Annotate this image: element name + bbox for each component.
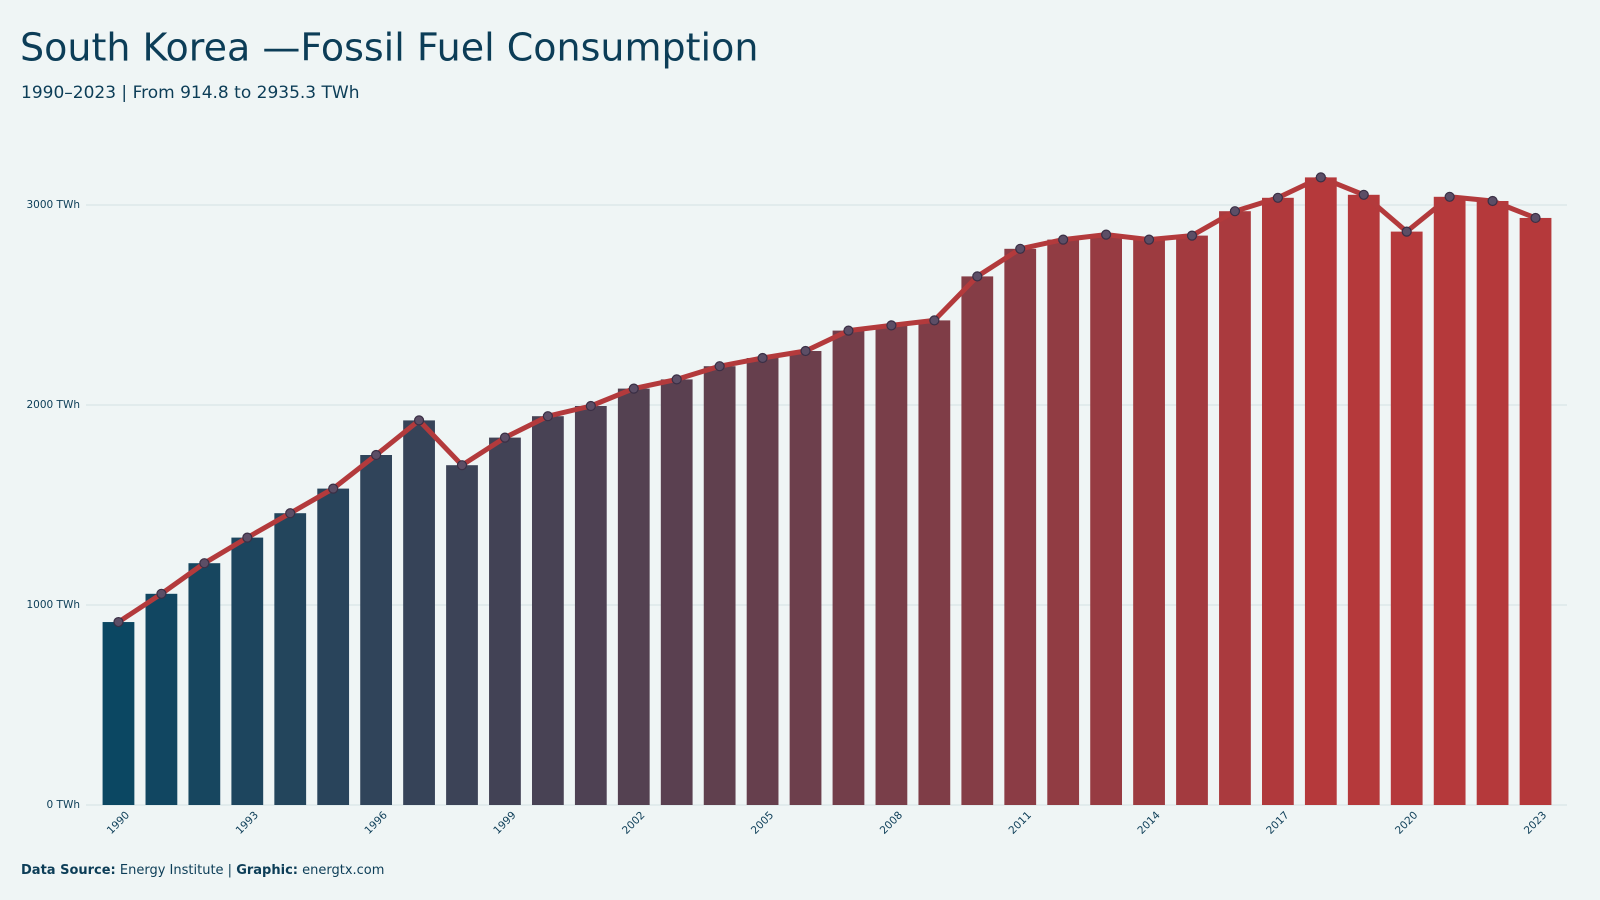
x-tick-label: 2017 — [1264, 809, 1291, 836]
bar — [1519, 217, 1552, 805]
bar — [1304, 177, 1337, 805]
x-tick-label: 2011 — [1007, 809, 1034, 836]
bar — [961, 276, 994, 805]
line-marker — [1487, 195, 1498, 207]
line-marker — [1186, 230, 1198, 241]
y-tick-label: 1000 TWh — [26, 599, 80, 611]
line-marker — [113, 616, 124, 628]
bar — [531, 416, 564, 805]
footer: Data Source: Energy Institute | Graphic:… — [21, 863, 384, 878]
line-marker — [456, 460, 468, 471]
x-tick-label: 1990 — [105, 809, 132, 836]
bar — [1047, 239, 1080, 806]
source: Energy Institute | — [120, 863, 232, 878]
bar — [875, 325, 908, 805]
line-marker — [242, 532, 253, 543]
bar — [1261, 197, 1294, 806]
y-tick-label: 0 TWh — [47, 799, 80, 811]
line-marker — [972, 271, 983, 282]
bar — [403, 420, 435, 805]
bar — [1219, 211, 1251, 805]
bar — [188, 563, 221, 805]
bar — [1390, 231, 1423, 806]
bar — [1347, 194, 1380, 806]
line-marker — [800, 345, 811, 357]
x-tick-label: 2002 — [620, 809, 647, 836]
line-marker — [1530, 212, 1541, 224]
x-tick-label: 1996 — [362, 809, 390, 837]
line-marker — [1101, 229, 1112, 240]
line-marker — [714, 361, 725, 372]
line-marker — [542, 411, 553, 422]
x-tick-label: 2008 — [878, 809, 905, 836]
bar — [574, 406, 607, 805]
bar — [1476, 201, 1509, 805]
line-marker — [156, 588, 167, 599]
bar — [703, 366, 736, 805]
bar — [918, 320, 951, 805]
x-tick-label: 1999 — [491, 809, 518, 836]
y-tick-label: 2000 TWh — [26, 399, 80, 411]
line-marker — [671, 374, 682, 385]
bar — [446, 465, 478, 805]
x-tick-label: 2014 — [1135, 809, 1163, 837]
line-marker — [1143, 234, 1155, 245]
line-marker — [1015, 243, 1026, 254]
line-marker — [1272, 192, 1283, 203]
line-marker — [285, 508, 296, 519]
bar — [1433, 196, 1466, 806]
bar — [1004, 248, 1037, 806]
bar — [1090, 234, 1123, 806]
line-marker — [585, 400, 596, 412]
bar — [317, 488, 350, 805]
y-tick-label: 3000 TWh — [26, 199, 80, 211]
bar — [617, 388, 650, 805]
bar — [789, 351, 822, 805]
line-marker — [1315, 172, 1326, 183]
line-marker — [371, 449, 382, 461]
line-marker — [499, 432, 511, 443]
trend-line — [117, 174, 1537, 625]
line-marker — [413, 415, 425, 426]
bar — [145, 593, 178, 805]
line-marker — [1229, 206, 1241, 217]
line-marker — [929, 315, 940, 326]
x-tick-label: 2005 — [749, 809, 776, 836]
x-tick-label: 1993 — [234, 809, 261, 836]
bar — [1176, 235, 1208, 806]
chart-title: South Korea —Fossil Fuel Consumption — [20, 26, 758, 70]
graphic-label: Graphic: — [236, 863, 298, 878]
line-marker — [628, 383, 639, 394]
bar — [746, 358, 779, 805]
line-marker — [1401, 226, 1412, 237]
chart-subtitle: 1990–2023 | From 914.8 to 2935.3 TWh — [21, 83, 359, 103]
bar — [832, 330, 865, 805]
x-tick-label: 2023 — [1522, 809, 1549, 836]
bar — [102, 622, 135, 805]
x-tick-label: 2020 — [1393, 809, 1420, 836]
graphic: energtx.com — [302, 863, 384, 878]
bar — [360, 455, 393, 805]
line-marker — [757, 352, 768, 364]
bar — [274, 513, 307, 805]
line-marker — [1444, 191, 1455, 202]
line-marker — [328, 483, 339, 494]
line-marker — [886, 320, 897, 331]
bar — [231, 537, 264, 805]
line-marker — [843, 325, 854, 336]
bar — [489, 437, 521, 805]
line-marker — [199, 558, 210, 569]
bar — [660, 379, 693, 805]
source-label: Data Source: — [21, 863, 116, 878]
bar — [1133, 239, 1165, 806]
line-marker — [1358, 189, 1369, 200]
line-marker — [1058, 234, 1069, 245]
